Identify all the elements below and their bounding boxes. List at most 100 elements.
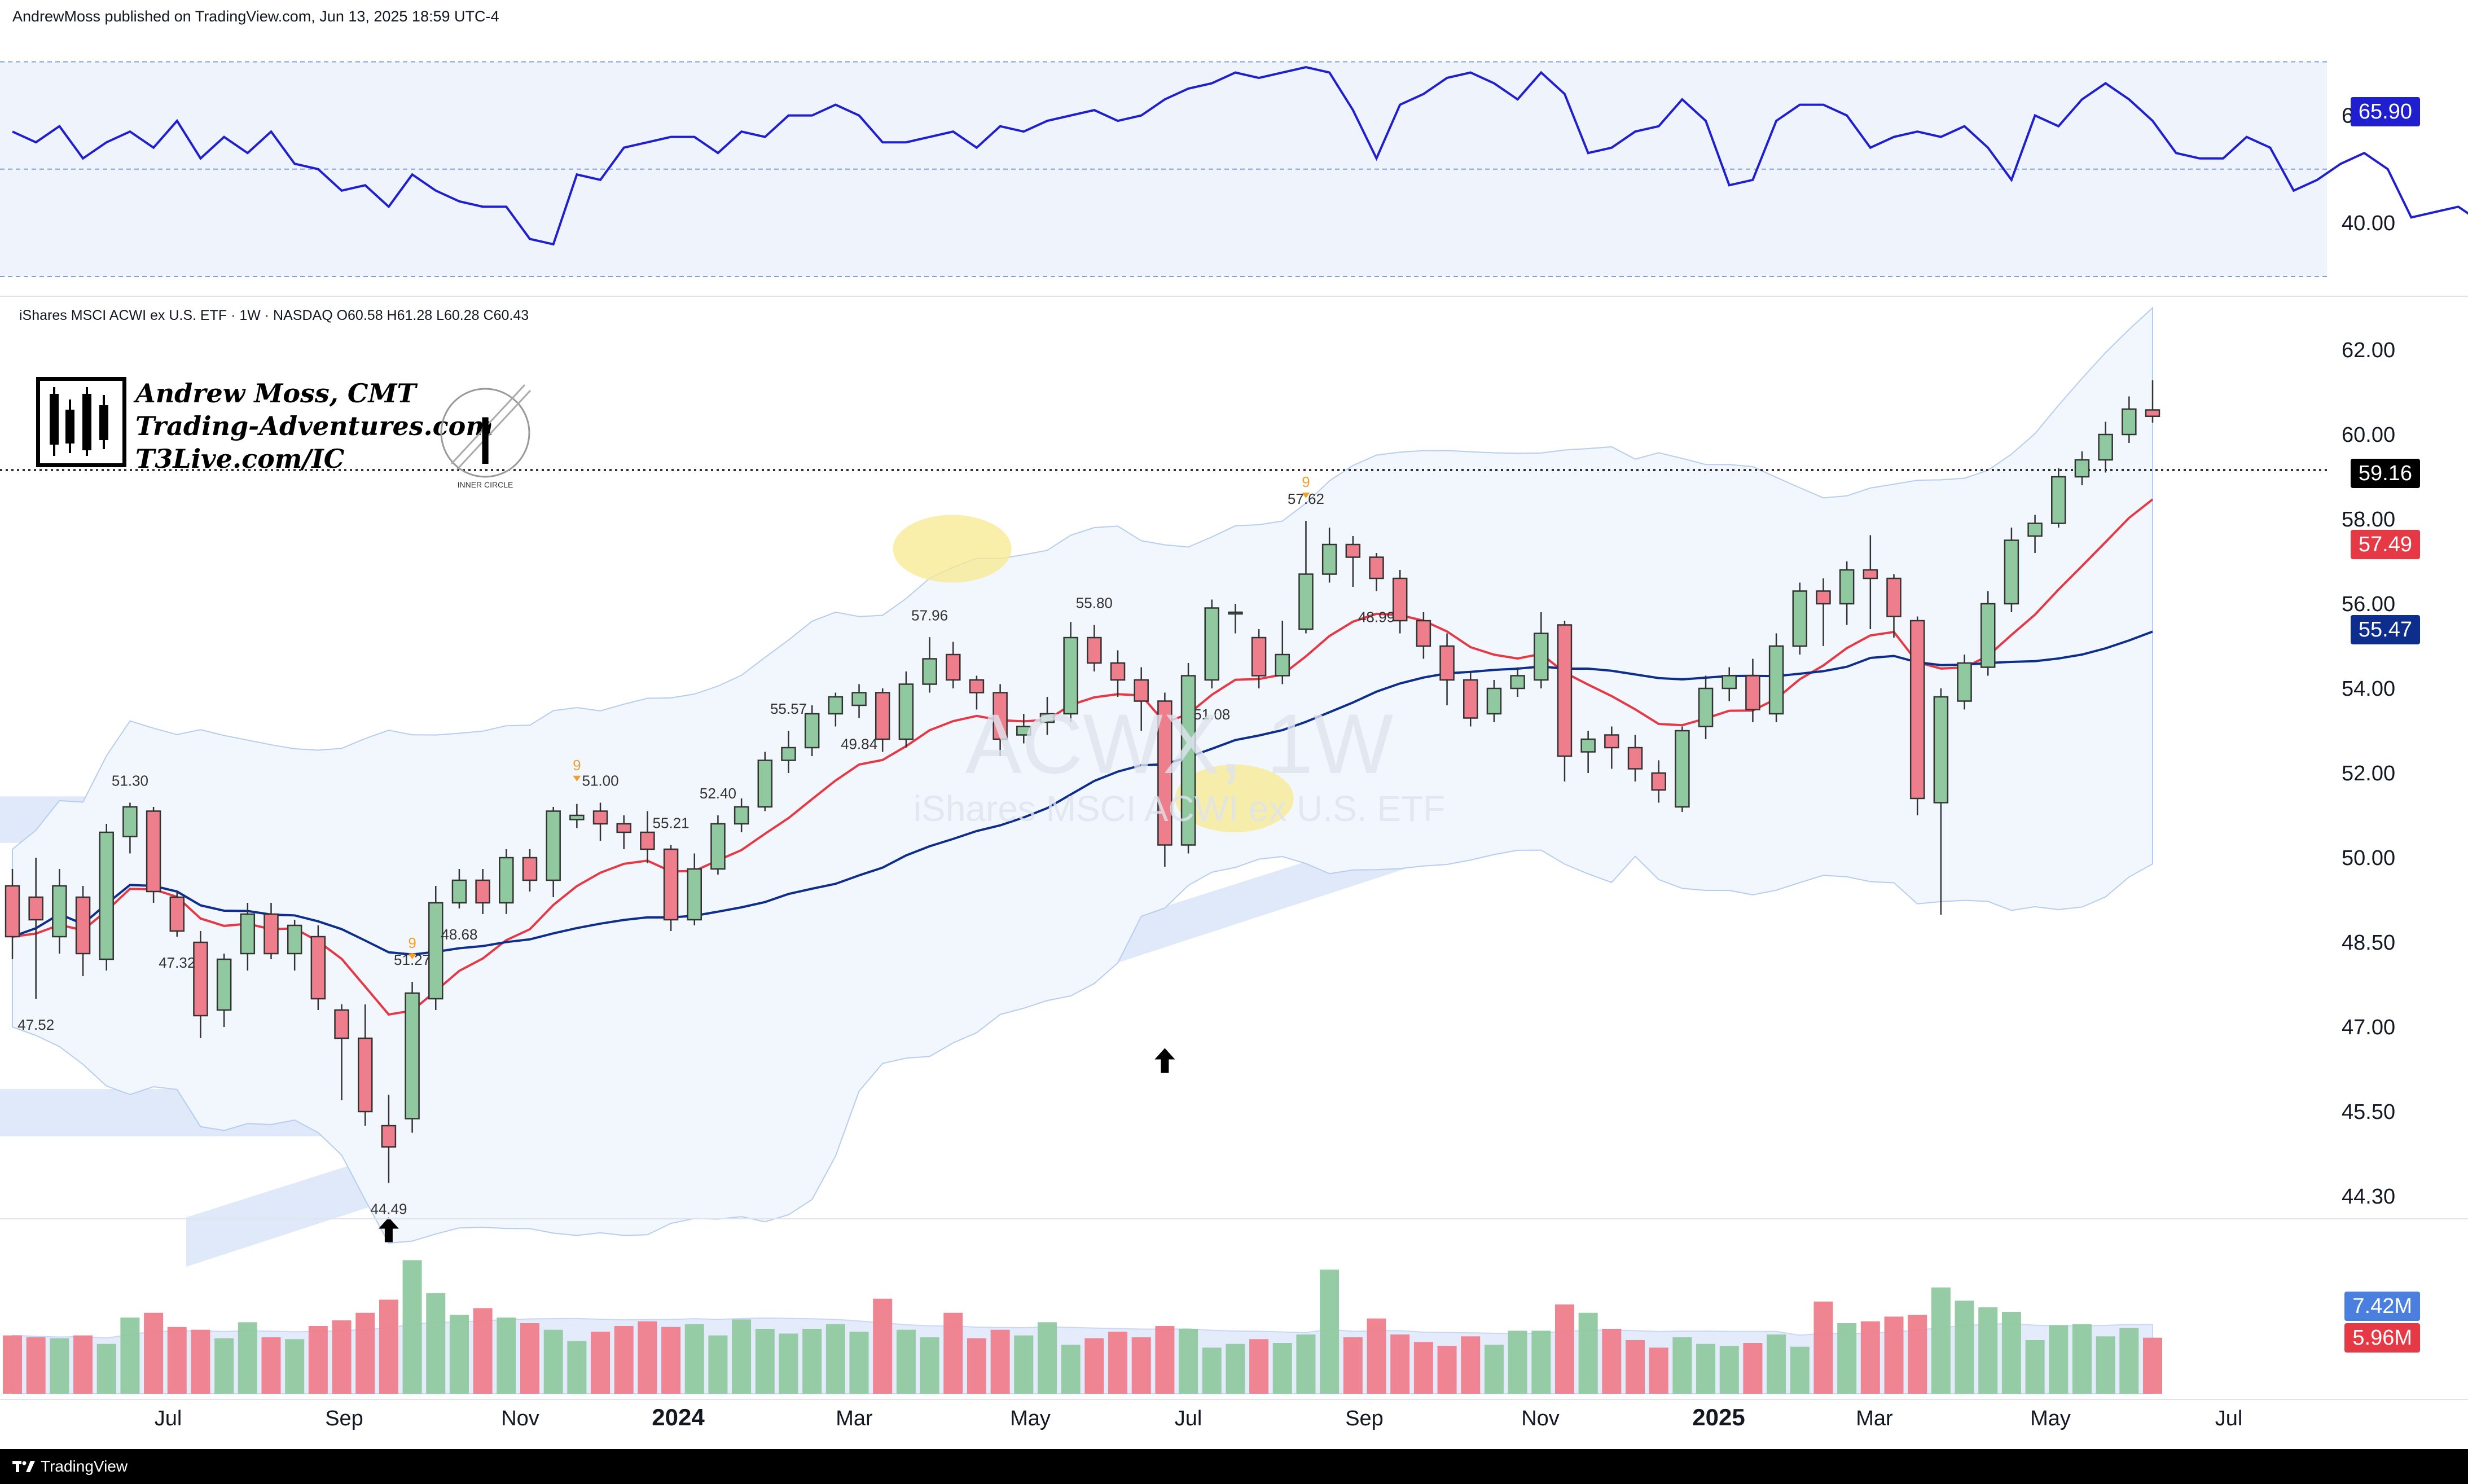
- volume-bar: [1908, 1315, 1927, 1394]
- price-pane: 47.5251.3047.3244.4951.2748.6851.0055.21…: [0, 306, 2468, 1267]
- candle: [1321, 528, 1337, 583]
- candle: [5, 869, 20, 959]
- candle: [122, 802, 138, 854]
- candle-body: [1228, 611, 1243, 615]
- candle-body: [146, 810, 161, 893]
- signal-mark: 9: [573, 757, 581, 774]
- candle-body: [687, 868, 702, 921]
- candles-logo: [36, 377, 126, 467]
- tradingview-logo-icon: [12, 1461, 35, 1472]
- candle: [1416, 612, 1431, 659]
- price-annotation: 49.84: [841, 736, 877, 753]
- candle-body: [757, 759, 773, 808]
- time-tick-label: 2025: [1692, 1404, 1745, 1430]
- candle-body: [1016, 726, 1031, 736]
- candle-body: [522, 857, 538, 881]
- candle-body: [1557, 624, 1573, 757]
- volume-bar: [779, 1333, 798, 1394]
- candle-body: [2027, 523, 2043, 537]
- candle-body: [2145, 409, 2160, 417]
- candle: [1157, 692, 1172, 867]
- candle: [428, 886, 443, 1010]
- candle: [2122, 396, 2137, 443]
- candle-body: [781, 747, 796, 761]
- candle-body: [451, 879, 467, 904]
- volume-bar: [1931, 1287, 1951, 1394]
- candle-body: [1110, 662, 1126, 681]
- time-tick-label: Mar: [836, 1407, 873, 1430]
- volume-bar: [402, 1260, 422, 1394]
- volume-bar: [473, 1308, 493, 1394]
- volume-bar: [2025, 1340, 2045, 1394]
- volume-bar: [238, 1322, 257, 1394]
- price-tick-label: 60.00: [2342, 423, 2395, 447]
- candle-body: [428, 902, 443, 1000]
- volume-bar: [26, 1337, 46, 1394]
- candle-body: [546, 810, 561, 881]
- arrow-up-icon: [378, 1217, 399, 1242]
- volume-bar: [449, 1315, 469, 1394]
- time-tick-label: Jul: [2215, 1407, 2243, 1430]
- price-annotation: 51.00: [582, 772, 618, 789]
- price-annotation: 47.52: [17, 1016, 54, 1033]
- candle-body: [475, 879, 490, 904]
- ema-fast-tag: 57.49: [2350, 530, 2420, 559]
- candle: [1016, 714, 1031, 744]
- price-tick-label: 58.00: [2342, 508, 2395, 532]
- volume-bar: [1978, 1307, 1998, 1394]
- candle: [1580, 731, 1596, 773]
- branding-line-2: Trading-Adventures.com: [135, 411, 494, 441]
- candle: [1134, 667, 1149, 731]
- candle-body: [1580, 738, 1596, 753]
- candle: [1251, 629, 1267, 688]
- time-tick-label: 2024: [652, 1404, 705, 1430]
- candle: [240, 903, 256, 971]
- volume-bar: [1108, 1332, 1128, 1394]
- volume-bar: [191, 1329, 210, 1394]
- candle: [592, 802, 608, 841]
- candle: [499, 849, 514, 914]
- candle-body: [1627, 747, 1643, 770]
- signal-arrow: [408, 954, 416, 959]
- candle: [1722, 667, 1737, 701]
- time-axis: Jul Sep Nov 2024 Mar May Jul Sep Nov 2025 Mar May Ju…: [0, 1399, 2468, 1430]
- candle-body: [569, 814, 585, 820]
- candle: [2098, 422, 2113, 473]
- candle-body: [663, 848, 679, 921]
- candle: [1651, 760, 1666, 803]
- candle: [1087, 625, 1102, 671]
- candle: [1557, 621, 1573, 781]
- candle: [1486, 680, 1502, 722]
- chart-svg[interactable]: 60.0040.00 47.5251.3047.3244.4951.2748.6…: [0, 36, 2468, 1449]
- candle: [875, 688, 890, 752]
- candle: [1039, 697, 1055, 735]
- volume-bar: [896, 1329, 916, 1394]
- candle-body: [969, 679, 985, 693]
- candle-body: [1039, 713, 1055, 723]
- candle-body: [1510, 675, 1525, 690]
- volume-bar: [614, 1326, 634, 1394]
- price-tick-label: 62.00: [2342, 339, 2395, 362]
- publish-info: AndrewMoss published on TradingView.com,…: [12, 8, 499, 25]
- volume-bar: [1179, 1329, 1198, 1394]
- rsi-value-tag: 65.90: [2350, 97, 2420, 126]
- volume-last-tag: 5.96M: [2344, 1323, 2420, 1353]
- price-tick-label: 54.00: [2342, 677, 2395, 701]
- volume-bar: [1061, 1345, 1081, 1394]
- candle-body: [922, 658, 937, 685]
- price-tick-label: 56.00: [2342, 592, 2395, 616]
- volume-bar: [520, 1323, 539, 1394]
- candle: [640, 811, 655, 863]
- chart-frame[interactable]: 60.0040.00 47.5251.3047.3244.4951.2748.6…: [0, 36, 2468, 1449]
- volume-bar: [2072, 1324, 2092, 1394]
- volume-bar: [708, 1335, 728, 1394]
- price-annotation: 55.21: [653, 815, 690, 832]
- ma-slow-tag: 55.47: [2350, 615, 2420, 644]
- inner-circle-emblem: I INNER CIRCLE: [440, 384, 532, 489]
- volume-bar: [1884, 1316, 1904, 1394]
- time-tick-label: Sep: [1345, 1407, 1384, 1430]
- candle-body: [1909, 620, 1925, 800]
- candle-body: [240, 913, 256, 955]
- candle: [663, 845, 679, 931]
- price-annotation: 57.96: [911, 607, 948, 624]
